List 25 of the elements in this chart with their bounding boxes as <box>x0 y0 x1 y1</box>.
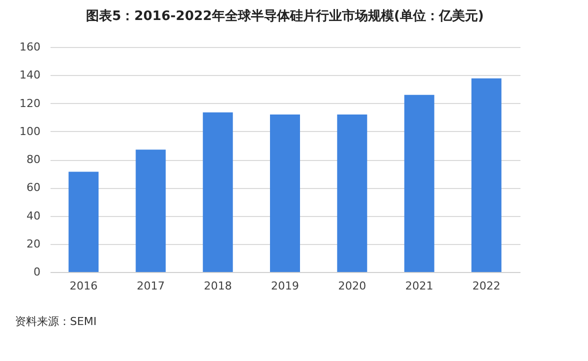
text: 资料来源：SEMI <box>15 315 97 328</box>
bar <box>202 112 233 272</box>
x-tick-label: 2017 <box>136 280 165 292</box>
x-tick-label: 2020 <box>338 280 366 292</box>
y-tick-label: 60 <box>26 181 40 194</box>
y-tick-label: 140 <box>20 68 40 82</box>
x-tick-label: 2019 <box>271 280 299 292</box>
x-tick-label: 2022 <box>472 280 500 292</box>
bar <box>270 114 300 272</box>
bar <box>136 150 166 272</box>
y-tick-label: 80 <box>26 153 40 166</box>
y-tick-label: 160 <box>20 40 40 54</box>
chart-title: 图表5：2016-2022年全球半导体硅片行业市场规模(单位：亿美元) <box>86 8 484 24</box>
x-tick-label: 2018 <box>204 280 232 292</box>
y-tick-label: 20 <box>26 237 40 250</box>
bar <box>337 114 368 272</box>
y-tick-label: 120 <box>20 96 40 110</box>
y-tick-label: 40 <box>26 209 40 222</box>
y-tick-label: 0 <box>34 266 40 278</box>
x-tick-label: 2021 <box>405 280 434 292</box>
y-tick-label: 100 <box>20 124 40 138</box>
bar <box>68 172 99 272</box>
bar <box>404 94 434 272</box>
x-tick-label: 2016 <box>70 280 98 292</box>
bar <box>471 78 502 272</box>
